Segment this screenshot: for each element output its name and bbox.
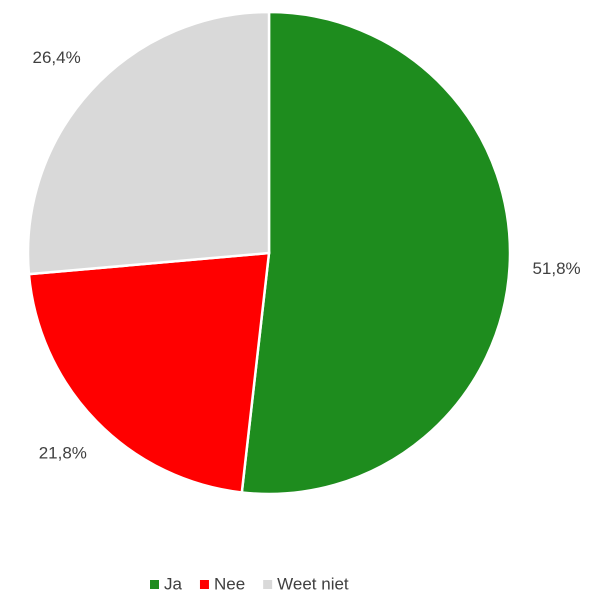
legend-label: Weet niet <box>277 574 349 593</box>
data-label: 21,8% <box>39 444 87 463</box>
pie: 51,8% 21,8% 26,4% <box>26 10 581 496</box>
pie-slice <box>240 10 512 496</box>
legend: Ja Nee Weet niet <box>150 574 349 593</box>
pie-slice <box>27 251 271 494</box>
legend-swatch <box>150 580 159 589</box>
data-label: 26,4% <box>32 48 80 67</box>
legend-label: Ja <box>164 574 183 593</box>
data-label: 51,8% <box>532 259 580 278</box>
legend-label: Nee <box>214 574 245 593</box>
pie-slice <box>26 10 271 276</box>
legend-swatch <box>263 580 273 589</box>
legend-swatch <box>199 580 209 589</box>
